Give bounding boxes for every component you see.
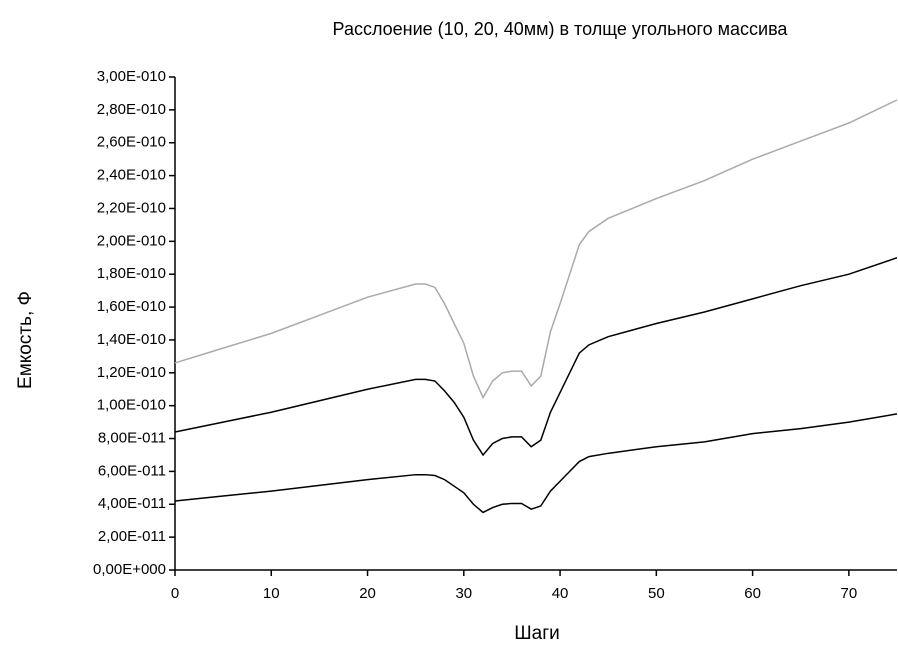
y-tick-label: 1,60E-010 xyxy=(97,298,166,315)
y-tick-label: 3,00E-010 xyxy=(97,68,166,85)
x-tick-label: 40 xyxy=(552,585,569,602)
series-line xyxy=(174,413,898,514)
y-tick-label: 4,00E-011 xyxy=(98,495,166,512)
y-tick-label: 1,20E-010 xyxy=(97,364,166,381)
y-tick-label: 2,00E-010 xyxy=(97,232,166,249)
y-tick-label: 8,00E-011 xyxy=(98,430,166,447)
x-tick-label: 30 xyxy=(455,585,472,602)
y-tick-label: 6,00E-011 xyxy=(98,462,166,479)
y-tick-label: 2,60E-010 xyxy=(97,134,166,151)
x-tick-label: 70 xyxy=(841,585,858,602)
x-tick-label: 60 xyxy=(744,585,761,602)
series-line xyxy=(174,99,898,400)
y-tick-label: 2,00E-011 xyxy=(98,528,166,545)
x-tick-label: 50 xyxy=(648,585,665,602)
y-tick-label: 2,40E-010 xyxy=(97,167,166,184)
x-tick-label: 10 xyxy=(263,585,280,602)
y-tick-label: 2,20E-010 xyxy=(97,199,166,216)
y-tick-label: 1,40E-010 xyxy=(97,331,166,348)
series-line xyxy=(174,257,898,457)
y-tick-label: 1,00E-010 xyxy=(97,397,166,414)
chart-title: Расслоение (10, 20, 40мм) в толще угольн… xyxy=(333,19,789,39)
x-tick-label: 0 xyxy=(171,585,179,602)
y-axis-label: Емкость, Ф xyxy=(15,291,36,389)
y-tick-label: 0,00E+000 xyxy=(93,561,166,578)
x-axis-label: Шаги xyxy=(514,623,560,644)
x-tick-label: 20 xyxy=(359,585,376,602)
y-tick-label: 2,80E-010 xyxy=(97,101,166,118)
y-tick-label: 1,80E-010 xyxy=(97,265,166,282)
